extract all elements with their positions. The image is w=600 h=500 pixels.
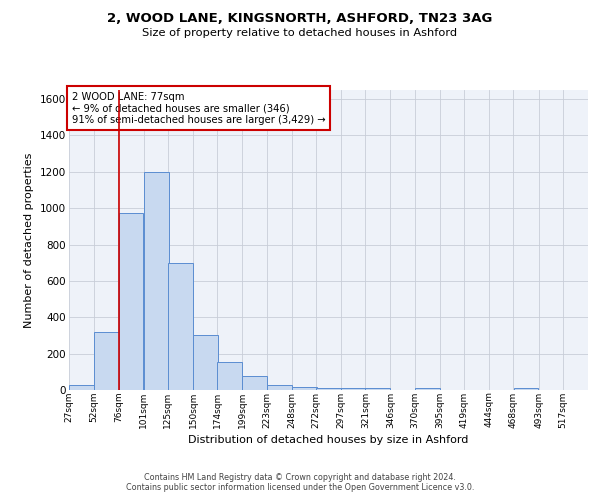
Text: Size of property relative to detached houses in Ashford: Size of property relative to detached ho… [142, 28, 458, 38]
Bar [69, 386, 94, 390]
Bar [217, 362, 242, 390]
X-axis label: Distribution of detached houses by size in Ashford: Distribution of detached houses by size … [188, 434, 469, 444]
Y-axis label: Number of detached properties: Number of detached properties [25, 152, 34, 328]
Bar [316, 388, 341, 390]
Bar [193, 334, 218, 390]
Bar [242, 376, 268, 390]
Bar [119, 212, 143, 390]
Bar [292, 388, 317, 390]
Bar [341, 388, 366, 390]
Bar [168, 262, 193, 390]
Bar [415, 388, 440, 390]
Bar [266, 384, 292, 390]
Bar [514, 388, 538, 390]
Bar [94, 332, 119, 390]
Text: 2 WOOD LANE: 77sqm
← 9% of detached houses are smaller (346)
91% of semi-detache: 2 WOOD LANE: 77sqm ← 9% of detached hous… [71, 92, 325, 124]
Text: 2, WOOD LANE, KINGSNORTH, ASHFORD, TN23 3AG: 2, WOOD LANE, KINGSNORTH, ASHFORD, TN23 … [107, 12, 493, 26]
Bar [144, 172, 169, 390]
Text: Contains HM Land Registry data © Crown copyright and database right 2024.
Contai: Contains HM Land Registry data © Crown c… [126, 473, 474, 492]
Bar [365, 388, 391, 390]
